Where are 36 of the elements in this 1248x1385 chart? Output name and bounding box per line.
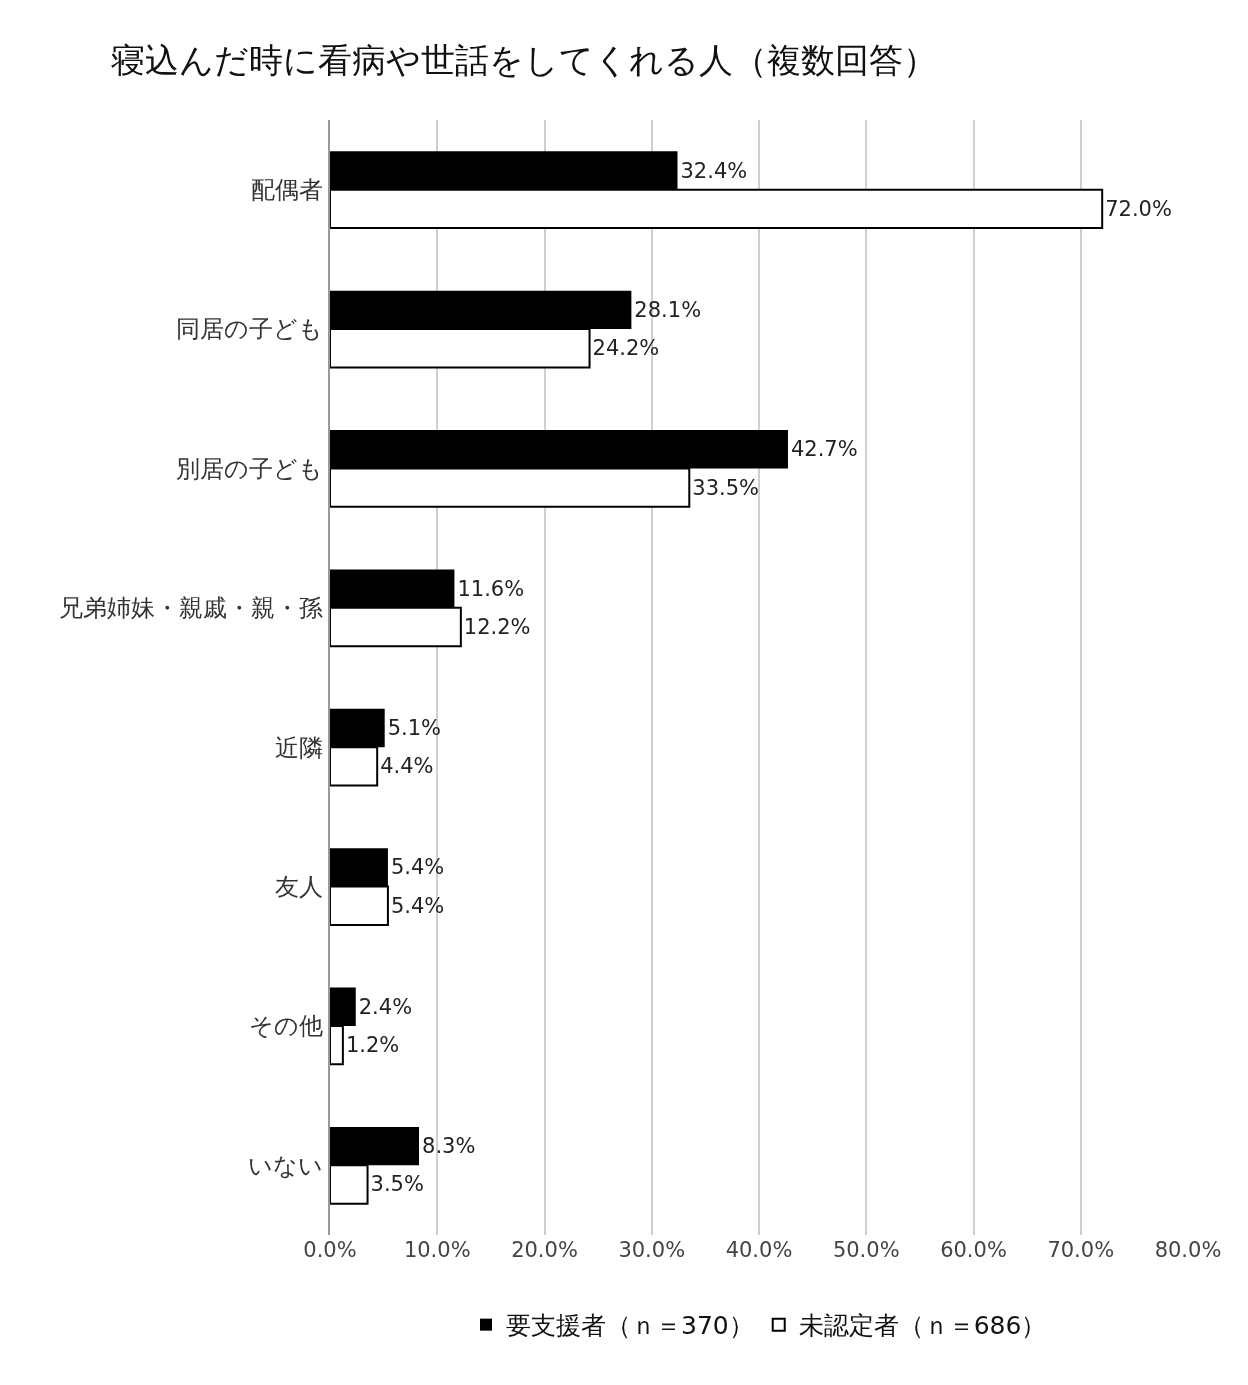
data-label: 12.2% bbox=[463, 614, 531, 639]
data-label: 5.1% bbox=[387, 716, 442, 741]
x-tick-label: 20.0% bbox=[511, 1238, 578, 1262]
data-label: 1.2% bbox=[345, 1033, 400, 1058]
legend-label: 要支援者（ｎ＝370） bbox=[506, 1311, 754, 1341]
chart-title: 寝込んだ時に看病や世話をしてくれる人（複数回答） bbox=[111, 40, 938, 81]
data-label: 3.5% bbox=[370, 1172, 424, 1197]
x-tick-label: 30.0% bbox=[618, 1238, 686, 1262]
data-label: 11.6% bbox=[457, 576, 525, 601]
data-label: 32.4% bbox=[680, 158, 748, 183]
data-label: 28.1% bbox=[634, 297, 702, 322]
data-label: 5.4% bbox=[390, 893, 445, 918]
data-label: 42.7% bbox=[790, 437, 858, 462]
data-label: 4.4% bbox=[380, 754, 434, 779]
y-tick-label: 近隣 bbox=[275, 733, 324, 762]
data-label: 8.3% bbox=[422, 1134, 476, 1159]
y-tick-label: その他 bbox=[249, 1012, 324, 1041]
data-label: 24.2% bbox=[592, 336, 660, 361]
y-tick-label: いない bbox=[248, 1151, 324, 1180]
y-tick-label: 兄弟姉妹・親戚・親・孫 bbox=[59, 594, 324, 623]
x-tick-label: 70.0% bbox=[1047, 1238, 1115, 1262]
data-label: 2.4% bbox=[358, 994, 413, 1019]
y-tick-label: 同居の子ども bbox=[176, 315, 324, 344]
y-tick-label: 別居の子ども bbox=[176, 454, 324, 483]
x-tick-label: 80.0% bbox=[1154, 1238, 1222, 1262]
x-tick-label: 0.0% bbox=[303, 1238, 357, 1262]
x-tick-label: 50.0% bbox=[832, 1238, 900, 1262]
y-tick-label: 配偶者 bbox=[251, 176, 324, 205]
y-tick-label: 友人 bbox=[275, 872, 324, 901]
data-label: 33.5% bbox=[692, 475, 760, 500]
legend-label: 未認定者（ｎ＝686） bbox=[798, 1311, 1047, 1341]
x-tick-label: 40.0% bbox=[725, 1238, 793, 1262]
x-tick-label: 60.0% bbox=[940, 1238, 1007, 1262]
data-label: 72.0% bbox=[1105, 196, 1172, 221]
x-tick-label: 10.0% bbox=[403, 1238, 471, 1262]
data-label: 5.4% bbox=[390, 855, 445, 880]
